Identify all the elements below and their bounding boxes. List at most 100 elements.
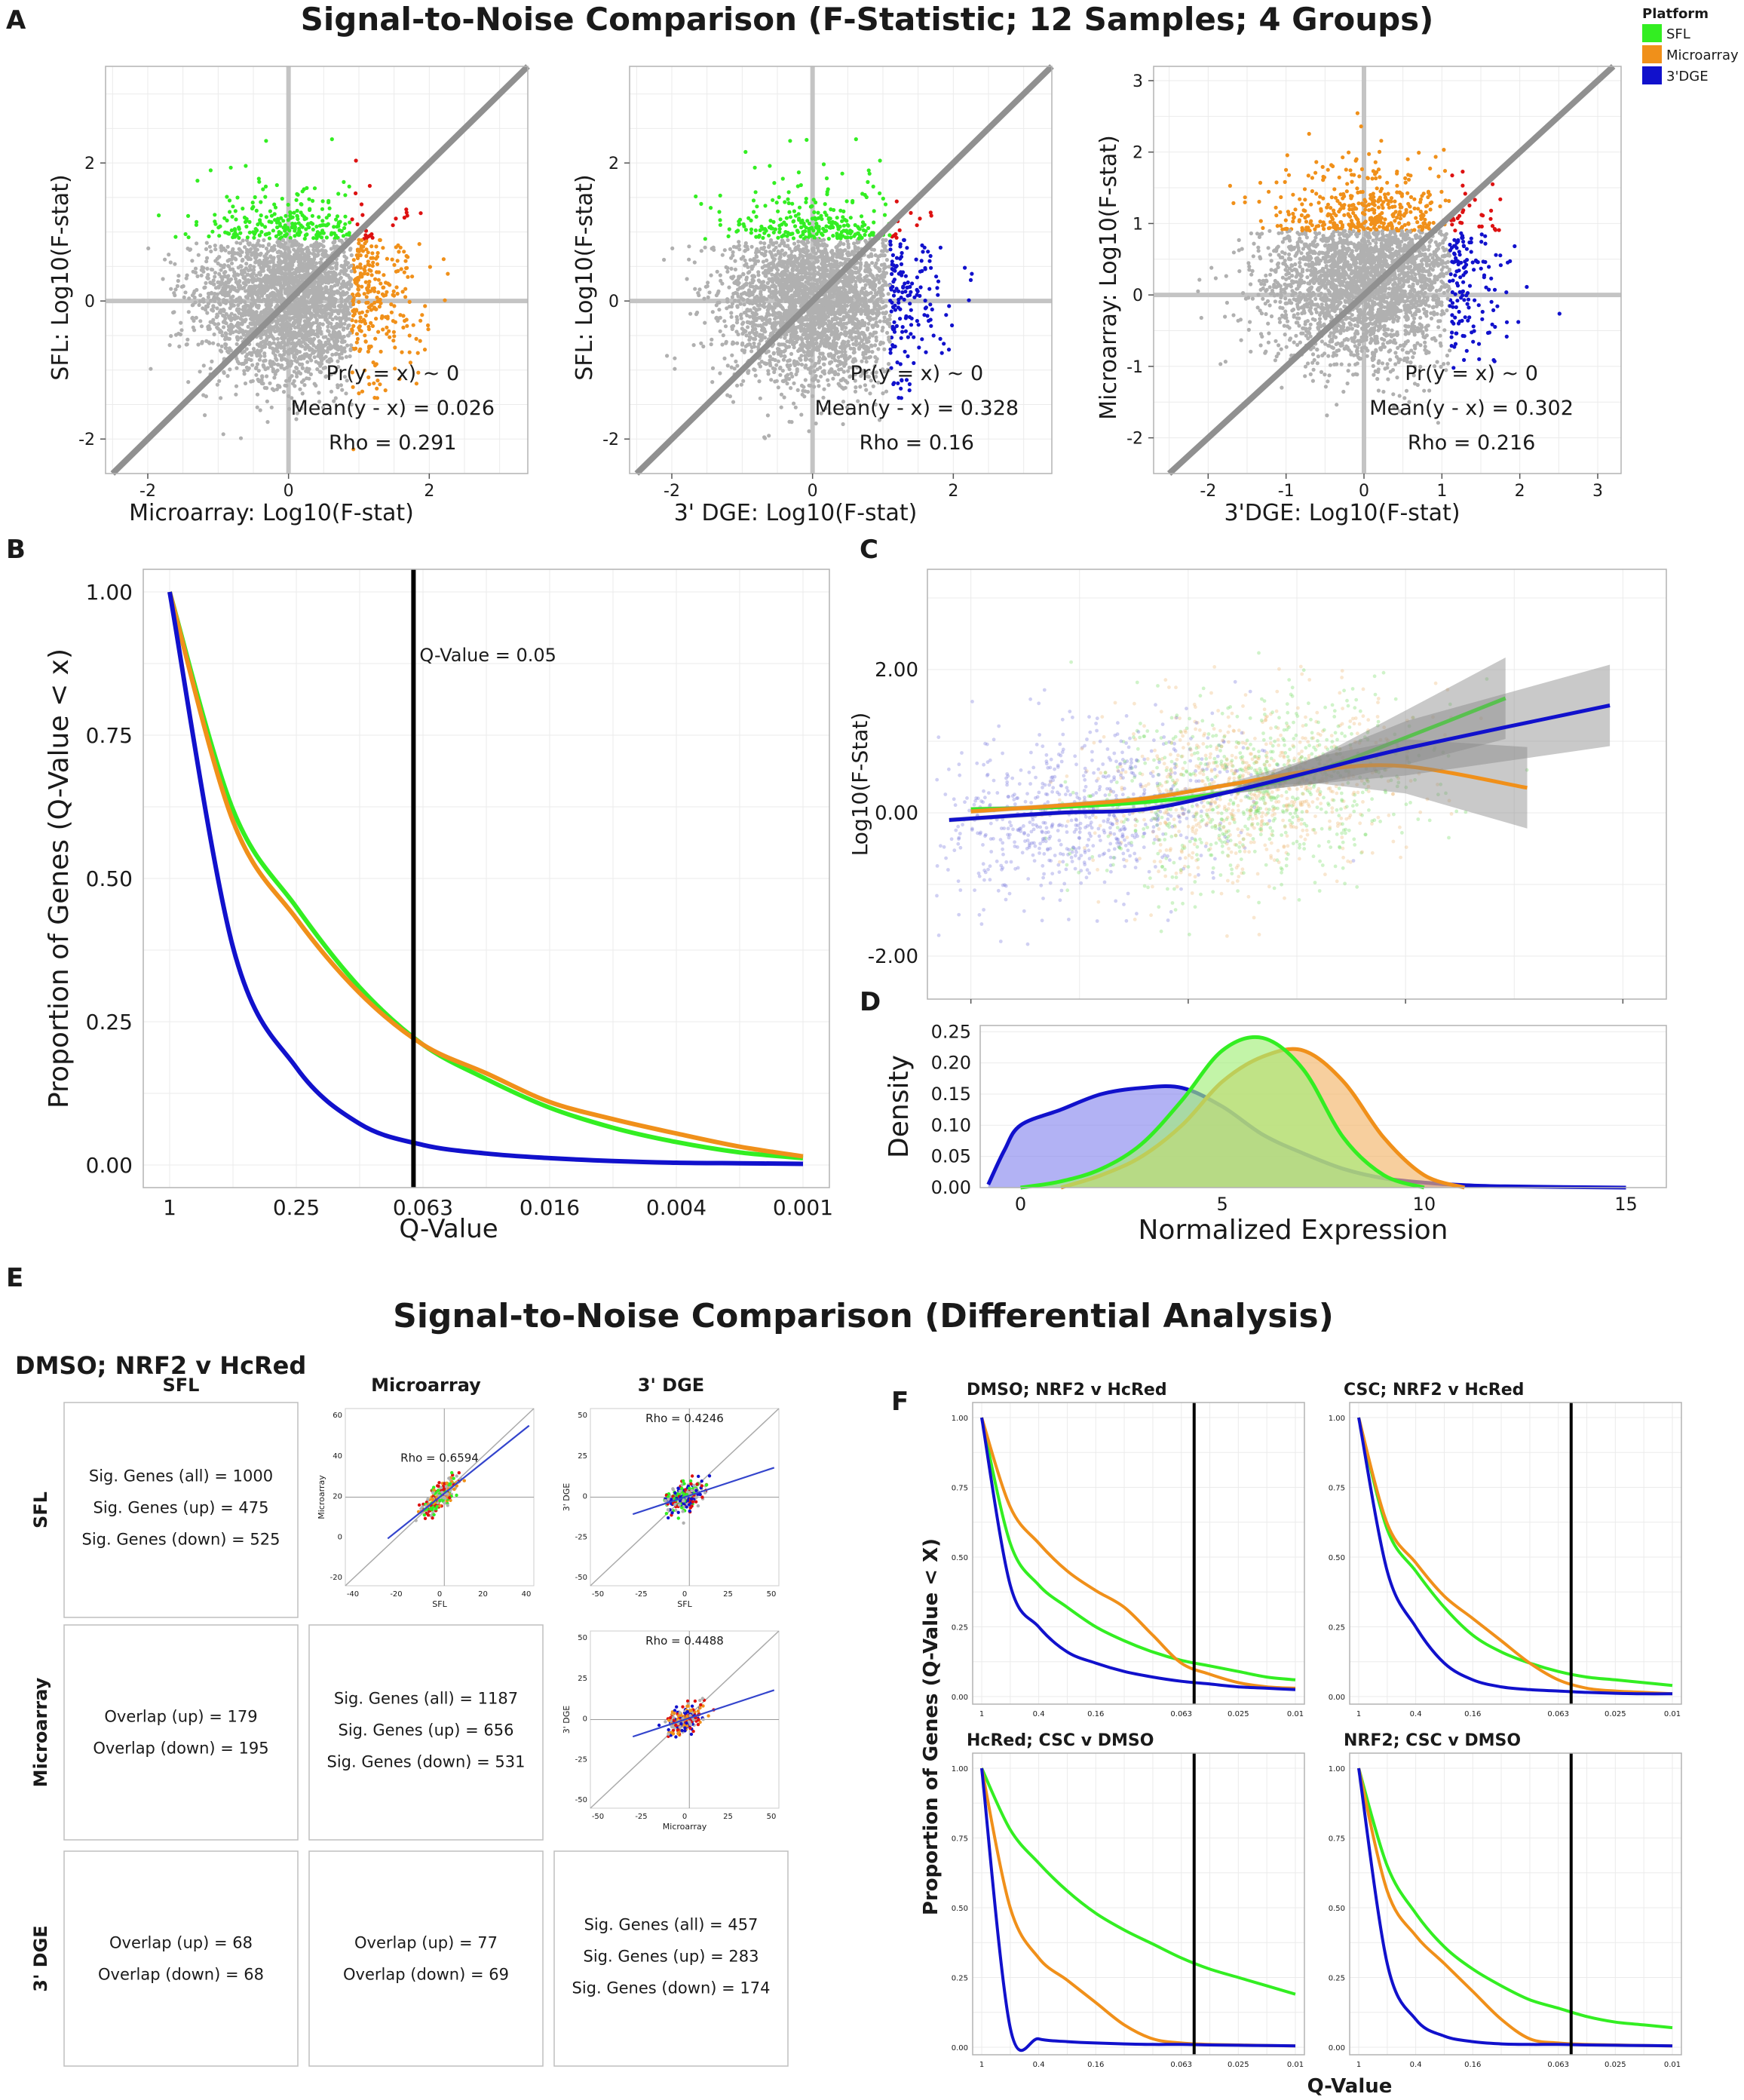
point (319, 235, 324, 240)
point (389, 310, 394, 314)
panel-label-a: A (6, 5, 26, 35)
point (279, 216, 284, 220)
point (281, 219, 286, 223)
point (935, 286, 939, 290)
point (333, 284, 337, 288)
point (199, 273, 204, 277)
point (238, 231, 243, 235)
point (205, 311, 210, 315)
point (381, 246, 385, 250)
point (721, 333, 725, 338)
point (354, 191, 358, 195)
point (391, 319, 396, 323)
point (320, 287, 324, 291)
point (891, 293, 897, 298)
point (767, 434, 771, 438)
point (245, 368, 250, 372)
point (320, 296, 325, 300)
point (280, 331, 285, 336)
point (324, 235, 329, 240)
point (348, 275, 352, 281)
point (280, 196, 284, 201)
point (418, 339, 422, 343)
point (336, 281, 341, 285)
point (257, 179, 262, 184)
point (237, 311, 241, 315)
point (234, 217, 238, 222)
point (366, 259, 370, 264)
point (305, 268, 309, 273)
point (325, 350, 329, 354)
point (376, 290, 381, 295)
point (391, 289, 396, 293)
point (749, 227, 754, 231)
legend-label-3dge: 3'DGE (1666, 69, 1709, 84)
point (268, 209, 272, 213)
point (394, 285, 399, 290)
point (351, 258, 356, 262)
point (343, 193, 348, 198)
point (383, 314, 388, 320)
point (253, 323, 258, 328)
point (300, 362, 305, 366)
point (885, 330, 890, 335)
point (323, 280, 328, 285)
point (920, 337, 924, 342)
point (210, 268, 215, 272)
point (265, 385, 269, 391)
point (195, 179, 200, 183)
point (221, 432, 225, 437)
stat-label: Pr(y = x) ~ 0 (326, 362, 459, 385)
point (254, 310, 259, 314)
point (271, 341, 276, 345)
point (263, 342, 268, 346)
point (357, 324, 362, 329)
point (327, 333, 332, 337)
point (186, 235, 191, 240)
point (936, 293, 940, 297)
point (253, 249, 258, 253)
point (234, 241, 239, 245)
point (183, 290, 188, 295)
point (191, 302, 195, 307)
point (265, 366, 270, 370)
point (303, 345, 308, 350)
point (214, 315, 219, 320)
point (244, 303, 248, 308)
point (311, 259, 316, 263)
point (226, 350, 231, 355)
point (242, 215, 247, 220)
point (852, 350, 857, 354)
point (302, 383, 307, 388)
point (204, 394, 208, 399)
point (373, 277, 378, 281)
point (286, 202, 290, 207)
point (443, 298, 447, 302)
point (211, 304, 216, 308)
point (264, 338, 268, 342)
point (223, 342, 228, 347)
point (219, 330, 224, 334)
point (363, 339, 368, 344)
point (215, 256, 219, 261)
point (264, 215, 268, 219)
point (157, 213, 161, 218)
point (297, 299, 302, 304)
point (213, 244, 217, 248)
point (221, 286, 225, 290)
point (173, 287, 178, 292)
point (279, 318, 284, 323)
point (717, 210, 722, 214)
point (839, 378, 844, 382)
point (363, 321, 368, 326)
point (290, 286, 295, 291)
point (241, 258, 245, 262)
point (332, 274, 336, 279)
point (703, 245, 707, 250)
point (372, 289, 377, 293)
point (909, 323, 914, 327)
point (191, 269, 195, 274)
point (383, 388, 388, 393)
point (268, 333, 273, 338)
point (177, 344, 182, 349)
